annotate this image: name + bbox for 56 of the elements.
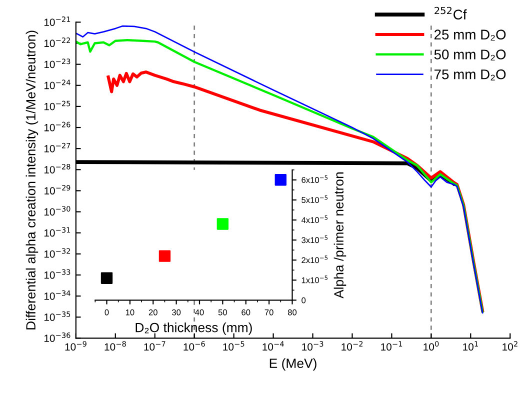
y-tick-label: 10$^{−27}$ xyxy=(44,142,70,152)
x-tick-label: 10$^{−6}$ xyxy=(184,341,205,351)
y-tick-label: 10$^{−30}$ xyxy=(44,206,70,216)
y-tick-label: 10$^{−23}$ xyxy=(44,58,70,68)
x-axis-title: D₂O thickness (mm) xyxy=(136,322,252,335)
y-tick-label: 6x10$^{−5}$ xyxy=(302,175,328,183)
y-tick-label: 10$^{−31}$ xyxy=(44,227,70,237)
x-tick-label: 50 xyxy=(218,309,227,316)
x-tick-label: 10$^{−8}$ xyxy=(104,341,126,351)
x-tick-label: 10$^{−1}$ xyxy=(381,341,402,351)
y-tick-label: 10$^{−21}$ xyxy=(44,16,70,26)
y-axis-title: Alpha /primer neutron xyxy=(334,172,346,298)
x-tick-label: 60 xyxy=(242,309,250,316)
y-tick-label: 10$^{−32}$ xyxy=(44,248,70,258)
x-tick-label: 10$^{0}$ xyxy=(424,341,439,351)
x-tick-label: 10$^{−9}$ xyxy=(65,341,86,351)
x-tick-label: 0 xyxy=(104,309,109,316)
y-tick-label: 10$^{−29}$ xyxy=(44,185,70,195)
y-tick-label: 10$^{−25}$ xyxy=(44,100,70,110)
y-axis-title: Differential alpha creation intensity (1/MeV/neutron) xyxy=(26,30,38,330)
x-tick-label: 70 xyxy=(264,309,274,316)
y-tick-label: 3x10$^{−5}$ xyxy=(302,236,328,244)
point xyxy=(100,272,113,284)
y-tick-label: 10$^{−36}$ xyxy=(44,332,70,342)
legend-label: 75 mm D₂O xyxy=(434,69,506,80)
legend-label: 50 mm D₂O xyxy=(434,50,506,60)
point xyxy=(158,250,171,262)
y-tick-label: 10$^{−35}$ xyxy=(44,311,70,321)
x-tick-label: 80 xyxy=(288,309,297,316)
y-tick-label: 10$^{−34}$ xyxy=(44,290,70,300)
y-tick-label: 10$^{−24}$ xyxy=(44,80,70,90)
x-tick-label: 40 xyxy=(195,309,204,316)
x-tick-label: 10$^{−5}$ xyxy=(223,341,244,351)
x-tick-label: 10 xyxy=(126,309,134,316)
y-tick-label: 2x10$^{−5}$ xyxy=(302,256,328,264)
y-tick-label: 1x10$^{−5}$ xyxy=(302,276,328,284)
y-tick-label: 4x10$^{−5}$ xyxy=(301,216,328,224)
x-tick-label: 10$^{−2}$ xyxy=(342,341,363,351)
point xyxy=(274,174,286,186)
x-tick-label: 20 xyxy=(148,309,158,316)
y-tick-label: 10$^{−33}$ xyxy=(44,269,70,279)
point xyxy=(216,218,229,230)
x-tick-label: 10$^{−7}$ xyxy=(144,341,166,351)
y-tick-label: 10$^{−22}$ xyxy=(44,38,70,48)
y-tick-label: 0 xyxy=(302,297,306,304)
x-axis-title: E (MeV) xyxy=(270,358,316,371)
x-tick-label: 10$^{−3}$ xyxy=(302,341,324,351)
y-tick-label: 10$^{−28}$ xyxy=(44,164,70,174)
x-tick-label: 30 xyxy=(172,309,181,316)
x-tick-label: 10$^{2}$ xyxy=(502,341,518,351)
y-tick-label: 5x10$^{−5}$ xyxy=(302,195,328,203)
x-tick-label: 10$^{1}$ xyxy=(463,341,478,351)
legend-label: 25 mm D₂O xyxy=(434,30,506,41)
legend-label: $^{252}$Cf xyxy=(434,6,467,20)
x-tick-label: 10$^{−4}$ xyxy=(262,341,284,351)
y-tick-label: 10$^{−26}$ xyxy=(44,122,70,132)
